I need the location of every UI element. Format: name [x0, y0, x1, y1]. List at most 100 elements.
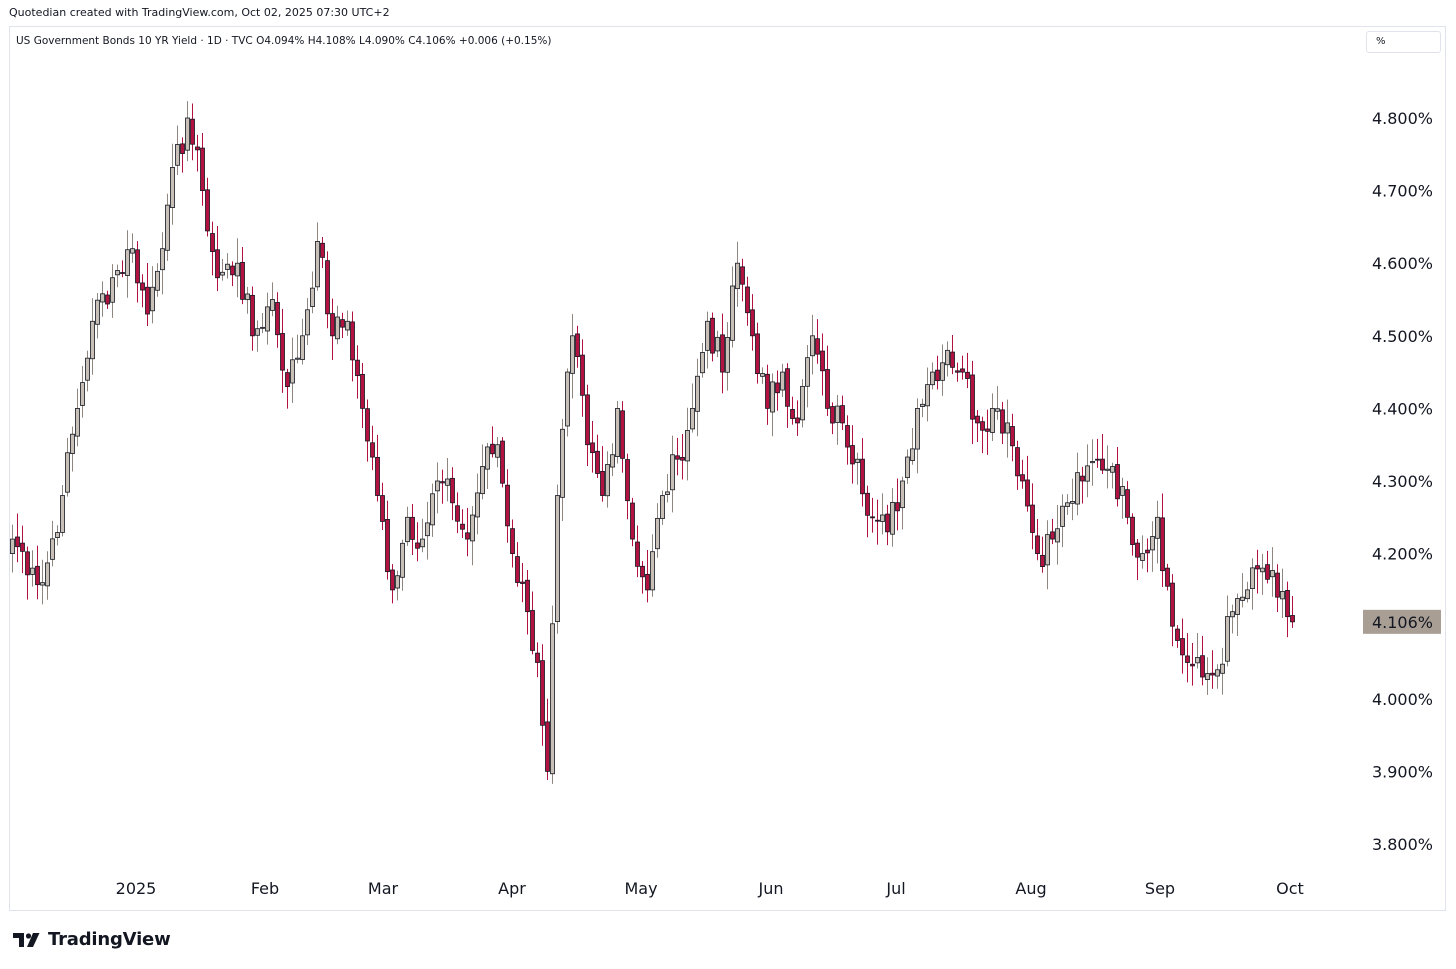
candle[interactable]: [965, 352, 970, 389]
candle[interactable]: [1050, 518, 1055, 545]
candle[interactable]: [10, 524, 15, 573]
candle[interactable]: [850, 425, 855, 484]
candle[interactable]: [35, 545, 40, 600]
candle[interactable]: [925, 367, 930, 422]
candle[interactable]: [285, 368, 290, 409]
candle[interactable]: [520, 563, 525, 603]
candle[interactable]: [1230, 604, 1235, 634]
candle[interactable]: [1010, 413, 1015, 462]
candle[interactable]: [1235, 593, 1240, 637]
candle[interactable]: [570, 314, 575, 399]
candle[interactable]: [930, 362, 935, 390]
candle[interactable]: [700, 343, 705, 378]
candle[interactable]: [585, 384, 590, 466]
candle[interactable]: [1165, 563, 1170, 591]
candle[interactable]: [1145, 538, 1150, 573]
unit-selector[interactable]: %: [1366, 31, 1441, 53]
candle[interactable]: [765, 364, 770, 425]
candle[interactable]: [365, 399, 370, 462]
candle[interactable]: [1185, 633, 1190, 683]
candle[interactable]: [670, 435, 675, 513]
candle[interactable]: [15, 513, 20, 563]
candle[interactable]: [780, 363, 785, 397]
candle[interactable]: [710, 312, 715, 362]
candle[interactable]: [290, 337, 295, 404]
candle[interactable]: [150, 266, 155, 324]
candle[interactable]: [420, 518, 425, 553]
candle[interactable]: [595, 434, 600, 479]
candle[interactable]: [200, 132, 205, 206]
candle[interactable]: [435, 462, 440, 514]
candle[interactable]: [1215, 664, 1220, 689]
candle[interactable]: [980, 416, 985, 454]
candle[interactable]: [470, 506, 475, 566]
candle[interactable]: [625, 453, 630, 520]
candle[interactable]: [640, 560, 645, 594]
candle[interactable]: [505, 469, 510, 543]
candle[interactable]: [410, 504, 415, 556]
candle[interactable]: [115, 264, 120, 288]
candle[interactable]: [1190, 642, 1195, 686]
candle[interactable]: [205, 177, 210, 237]
candle[interactable]: [480, 444, 485, 500]
candle[interactable]: [540, 644, 545, 746]
candle[interactable]: [1090, 439, 1095, 486]
candle[interactable]: [645, 549, 650, 603]
candle[interactable]: [265, 292, 270, 345]
candle[interactable]: [465, 507, 470, 557]
candle[interactable]: [215, 226, 220, 292]
candle[interactable]: [130, 233, 135, 263]
candle[interactable]: [140, 274, 145, 308]
candle[interactable]: [680, 434, 685, 480]
candle[interactable]: [775, 370, 780, 411]
candle[interactable]: [1070, 478, 1075, 521]
candle[interactable]: [275, 292, 280, 348]
candle[interactable]: [105, 290, 110, 309]
candle[interactable]: [1115, 447, 1120, 507]
candle[interactable]: [720, 313, 725, 394]
candle[interactable]: [455, 492, 460, 534]
candle[interactable]: [995, 386, 1000, 420]
candle[interactable]: [960, 355, 965, 380]
candle[interactable]: [490, 426, 495, 458]
candle[interactable]: [830, 402, 835, 435]
candle[interactable]: [1080, 466, 1085, 504]
candle[interactable]: [515, 542, 520, 587]
candle[interactable]: [875, 499, 880, 545]
candle[interactable]: [990, 393, 995, 441]
candle[interactable]: [870, 497, 875, 533]
candle[interactable]: [635, 525, 640, 578]
candle[interactable]: [810, 314, 815, 375]
candle[interactable]: [1160, 493, 1165, 587]
candle[interactable]: [825, 345, 830, 417]
candle[interactable]: [1250, 558, 1255, 610]
candle[interactable]: [340, 312, 345, 338]
candle[interactable]: [230, 261, 235, 287]
candle[interactable]: [895, 478, 900, 531]
candle[interactable]: [610, 443, 615, 477]
candle[interactable]: [770, 373, 775, 437]
candle[interactable]: [1270, 547, 1275, 597]
candle[interactable]: [535, 642, 540, 678]
candle[interactable]: [910, 427, 915, 465]
candle[interactable]: [900, 476, 905, 530]
candle[interactable]: [840, 395, 845, 430]
candle[interactable]: [255, 320, 260, 352]
candle[interactable]: [1290, 595, 1295, 628]
candle[interactable]: [60, 485, 65, 537]
candle[interactable]: [955, 362, 960, 382]
candle[interactable]: [1030, 483, 1035, 550]
candle[interactable]: [630, 497, 635, 547]
candle[interactable]: [705, 311, 710, 369]
candle[interactable]: [295, 334, 300, 364]
candle[interactable]: [845, 415, 850, 465]
candle[interactable]: [800, 379, 805, 428]
candle[interactable]: [1180, 618, 1185, 674]
candle[interactable]: [345, 310, 350, 336]
candle[interactable]: [750, 294, 755, 351]
candle[interactable]: [225, 253, 230, 279]
candle[interactable]: [380, 482, 385, 530]
candle[interactable]: [675, 437, 680, 476]
candle[interactable]: [565, 368, 570, 437]
